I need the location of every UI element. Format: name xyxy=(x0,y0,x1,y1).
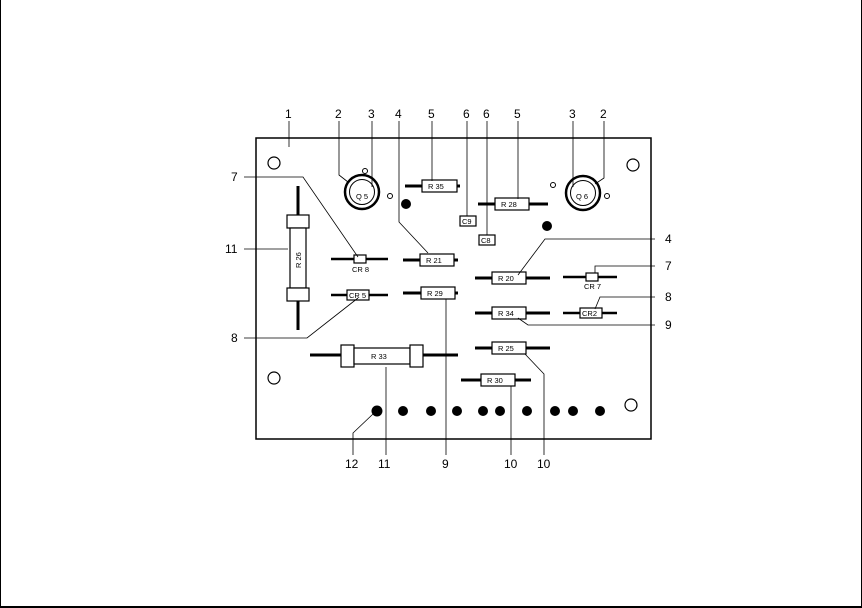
callout-12: 12 xyxy=(345,457,359,471)
resistor-r34: R 34 xyxy=(475,306,550,320)
capacitor-c8: C8 xyxy=(478,234,496,246)
resistor-r33: R 33 xyxy=(310,344,458,368)
r25-label: R 25 xyxy=(498,344,514,353)
diode-cr2: CR2 xyxy=(563,307,617,319)
cr7-label: CR 7 xyxy=(584,282,601,291)
callout-11-left: 11 xyxy=(225,242,238,256)
r30-label: R 30 xyxy=(487,376,503,385)
solder-pads xyxy=(371,199,605,417)
r28-label: R 28 xyxy=(501,200,517,209)
q5-label: Q 5 xyxy=(356,192,368,201)
callout-2-left: 2 xyxy=(335,107,342,121)
diode-cr5: CR 5 xyxy=(331,289,388,301)
transistor-q6: Q 6 xyxy=(550,174,610,212)
mounting-holes xyxy=(267,156,640,412)
callout-8-right: 8 xyxy=(665,290,672,304)
cr5-label: CR 5 xyxy=(349,291,366,300)
callout-11-bottom: 11 xyxy=(378,457,391,471)
resistor-r26: R 26 xyxy=(286,186,310,330)
resistor-r25: R 25 xyxy=(475,341,550,355)
c9-label: C9 xyxy=(462,217,472,226)
callout-5-right: 5 xyxy=(514,107,521,121)
diode-cr7: CR 7 xyxy=(563,272,617,291)
diode-cr8: CR 8 xyxy=(331,254,388,274)
r29-label: R 29 xyxy=(427,289,443,298)
resistor-r30: R 30 xyxy=(461,373,531,387)
r20-label: R 20 xyxy=(498,274,514,283)
c8-label: C8 xyxy=(481,236,491,245)
callout-3-right: 3 xyxy=(569,107,576,121)
leader-lines xyxy=(244,121,655,455)
r35-label: R 35 xyxy=(428,182,444,191)
callout-10-right: 10 xyxy=(537,457,551,471)
resistor-r21: R 21 xyxy=(403,253,458,267)
callout-6-right: 6 xyxy=(483,107,490,121)
callout-9-bottom: 9 xyxy=(442,457,449,471)
cr2-label: CR2 xyxy=(582,309,597,318)
callout-7-right: 7 xyxy=(665,259,672,273)
callout-5-left: 5 xyxy=(428,107,435,121)
capacitor-c9: C9 xyxy=(459,215,477,227)
resistor-r20: R 20 xyxy=(475,271,550,285)
q6-label: Q 6 xyxy=(576,192,588,201)
callout-7-left: 7 xyxy=(231,170,238,184)
callout-1: 1 xyxy=(285,107,292,121)
r34-label: R 34 xyxy=(498,309,514,318)
r21-label: R 21 xyxy=(426,256,442,265)
resistor-r29: R 29 xyxy=(403,286,458,300)
callout-8-left: 8 xyxy=(231,331,238,345)
callout-4-top: 4 xyxy=(395,107,402,121)
resistor-r35: R 35 xyxy=(405,179,460,193)
callouts: 1 2 3 4 5 6 6 5 3 2 7 11 8 4 7 8 9 12 11… xyxy=(225,107,672,471)
callout-10-left: 10 xyxy=(504,457,518,471)
board-outline xyxy=(255,137,652,440)
callout-4-right: 4 xyxy=(665,232,672,246)
transistor-q5: Q 5 xyxy=(343,168,393,211)
cr8-label: CR 8 xyxy=(352,265,369,274)
callout-3-left: 3 xyxy=(368,107,375,121)
callout-9-right: 9 xyxy=(665,318,672,332)
r33-label: R 33 xyxy=(371,352,387,361)
resistor-r28: R 28 xyxy=(478,197,548,211)
callout-2-right: 2 xyxy=(600,107,607,121)
callout-6-left: 6 xyxy=(463,107,470,121)
r26-label: R 26 xyxy=(294,252,303,268)
